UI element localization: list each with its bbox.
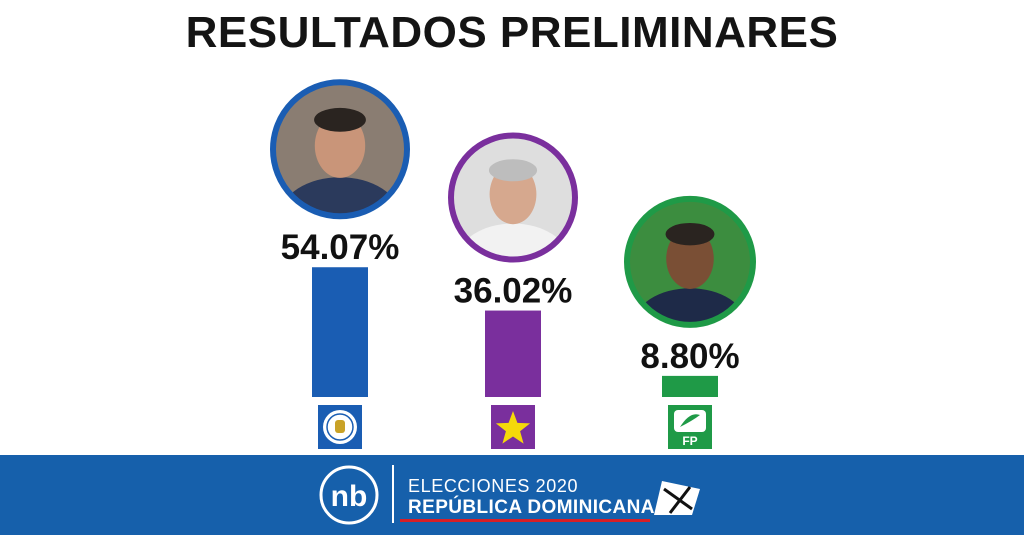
bar-pld — [485, 310, 541, 397]
footer-line-1: ELECCIONES 2020 — [408, 476, 579, 496]
star-icon — [491, 405, 535, 449]
ballot-x-icon — [654, 481, 700, 515]
results-chart: 54.07% 36.02% 8.80% FP — [270, 79, 756, 449]
prm-party-logo-icon — [318, 405, 362, 449]
candidate-photo — [448, 132, 578, 263]
footer-banner: nb ELECCIONES 2020 REPÚBLICA DOMINICANA — [0, 455, 1024, 535]
bar-prm — [312, 267, 368, 397]
value-label: 36.02% — [454, 272, 573, 311]
value-label: 54.07% — [281, 228, 400, 267]
footer-line-2: REPÚBLICA DOMINICANA — [408, 497, 655, 518]
footer-divider — [392, 465, 394, 523]
value-label: 8.80% — [640, 337, 739, 376]
footer-underline — [400, 519, 650, 522]
candidate-photo — [624, 195, 756, 328]
nb-logo-icon: nb — [319, 465, 379, 525]
candidate-photo — [270, 79, 410, 220]
nb-logo-text: nb — [331, 480, 368, 513]
page-title: RESULTADOS PRELIMINARES — [185, 8, 839, 57]
fp-logo-text: FP — [682, 434, 697, 448]
fp-party-logo-icon: FP — [668, 405, 712, 449]
bar-fp — [662, 375, 718, 397]
